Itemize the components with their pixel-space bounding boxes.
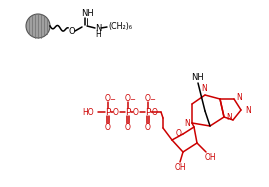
Text: O: O: [105, 94, 111, 102]
Text: P: P: [125, 108, 131, 117]
Text: O: O: [125, 122, 131, 131]
Text: NH: NH: [81, 8, 93, 18]
Text: N: N: [184, 119, 190, 128]
Text: N: N: [201, 84, 207, 93]
Text: OH: OH: [204, 153, 216, 162]
Circle shape: [26, 14, 50, 38]
Text: (CH₂)₆: (CH₂)₆: [108, 22, 132, 30]
Text: H: H: [95, 30, 101, 39]
Text: −: −: [149, 97, 155, 103]
Text: −: −: [109, 97, 115, 103]
Text: O: O: [125, 94, 131, 102]
Text: O: O: [145, 94, 151, 102]
Text: O: O: [152, 108, 158, 117]
Text: OH: OH: [174, 163, 186, 171]
Text: P: P: [145, 108, 151, 117]
Text: O: O: [105, 122, 111, 131]
Text: O: O: [133, 108, 139, 117]
Text: −: −: [129, 97, 135, 103]
Text: O: O: [176, 128, 182, 137]
Text: O: O: [145, 122, 151, 131]
Text: O: O: [69, 27, 75, 36]
Text: N: N: [95, 24, 101, 33]
Text: P: P: [105, 108, 111, 117]
Text: N: N: [245, 105, 251, 114]
Text: O: O: [113, 108, 119, 117]
Text: N: N: [226, 113, 232, 122]
Text: NH: NH: [192, 73, 204, 82]
Text: N: N: [236, 93, 242, 102]
Text: HO: HO: [82, 108, 94, 117]
